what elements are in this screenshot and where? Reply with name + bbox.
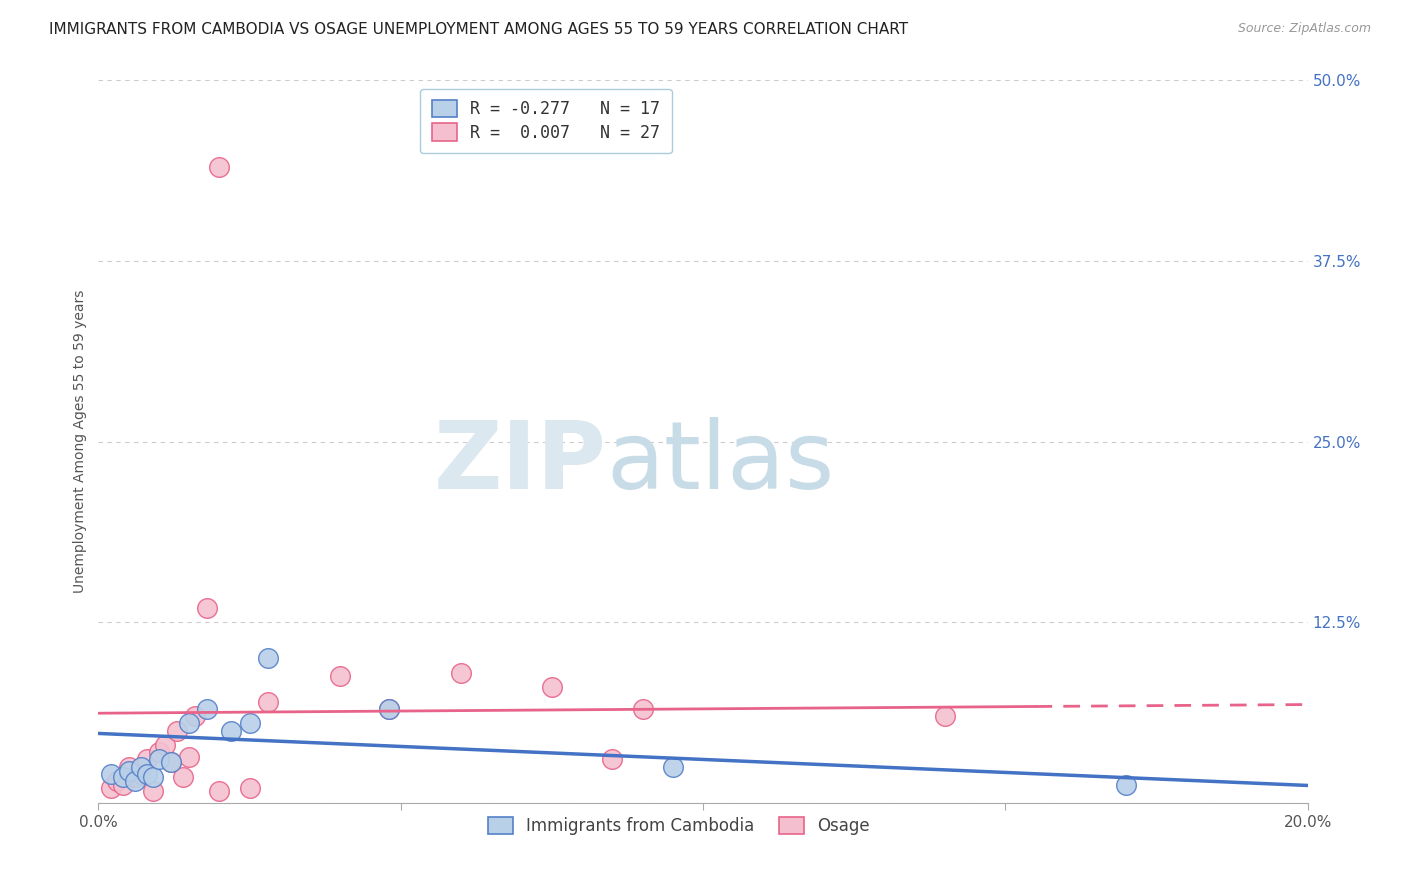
Point [153,738,176,752]
Point [105,774,128,789]
Point [129,760,152,774]
Point [135,767,157,781]
Point [329,668,352,682]
Point [148,745,170,759]
Point [221,723,243,738]
Point [100,767,122,781]
Point [100,781,122,796]
Point [118,764,141,778]
Point [195,702,218,716]
Point [179,716,201,731]
Point [124,774,146,789]
Point [160,756,183,770]
Point [377,702,399,716]
Point [135,752,157,766]
Point [602,752,624,766]
Point [934,709,956,723]
Point [184,709,207,723]
Point [118,760,141,774]
Point [179,749,201,764]
Point [142,770,165,784]
Point [172,770,194,784]
Point [540,680,562,694]
Point [256,695,278,709]
Point [142,784,165,798]
Point [148,752,170,766]
Y-axis label: Unemployment Among Ages 55 to 59 years: Unemployment Among Ages 55 to 59 years [73,290,87,593]
Point [377,702,399,716]
Text: Source: ZipAtlas.com: Source: ZipAtlas.com [1237,22,1371,36]
Text: ZIP: ZIP [433,417,606,509]
Text: IMMIGRANTS FROM CAMBODIA VS OSAGE UNEMPLOYMENT AMONG AGES 55 TO 59 YEARS CORRELA: IMMIGRANTS FROM CAMBODIA VS OSAGE UNEMPL… [49,22,908,37]
Point [239,716,262,731]
Point [450,665,472,680]
Point [208,784,231,798]
Point [166,723,188,738]
Point [631,702,654,716]
Point [129,767,152,781]
Point [160,756,183,770]
Point [239,781,262,796]
Point [256,651,278,665]
Point [111,770,134,784]
Legend: Immigrants from Cambodia, Osage: Immigrants from Cambodia, Osage [478,807,880,845]
Point [124,770,146,784]
Point [208,160,231,174]
Point [1115,779,1137,793]
Text: atlas: atlas [606,417,835,509]
Point [111,779,134,793]
Point [195,600,218,615]
Point [661,760,683,774]
